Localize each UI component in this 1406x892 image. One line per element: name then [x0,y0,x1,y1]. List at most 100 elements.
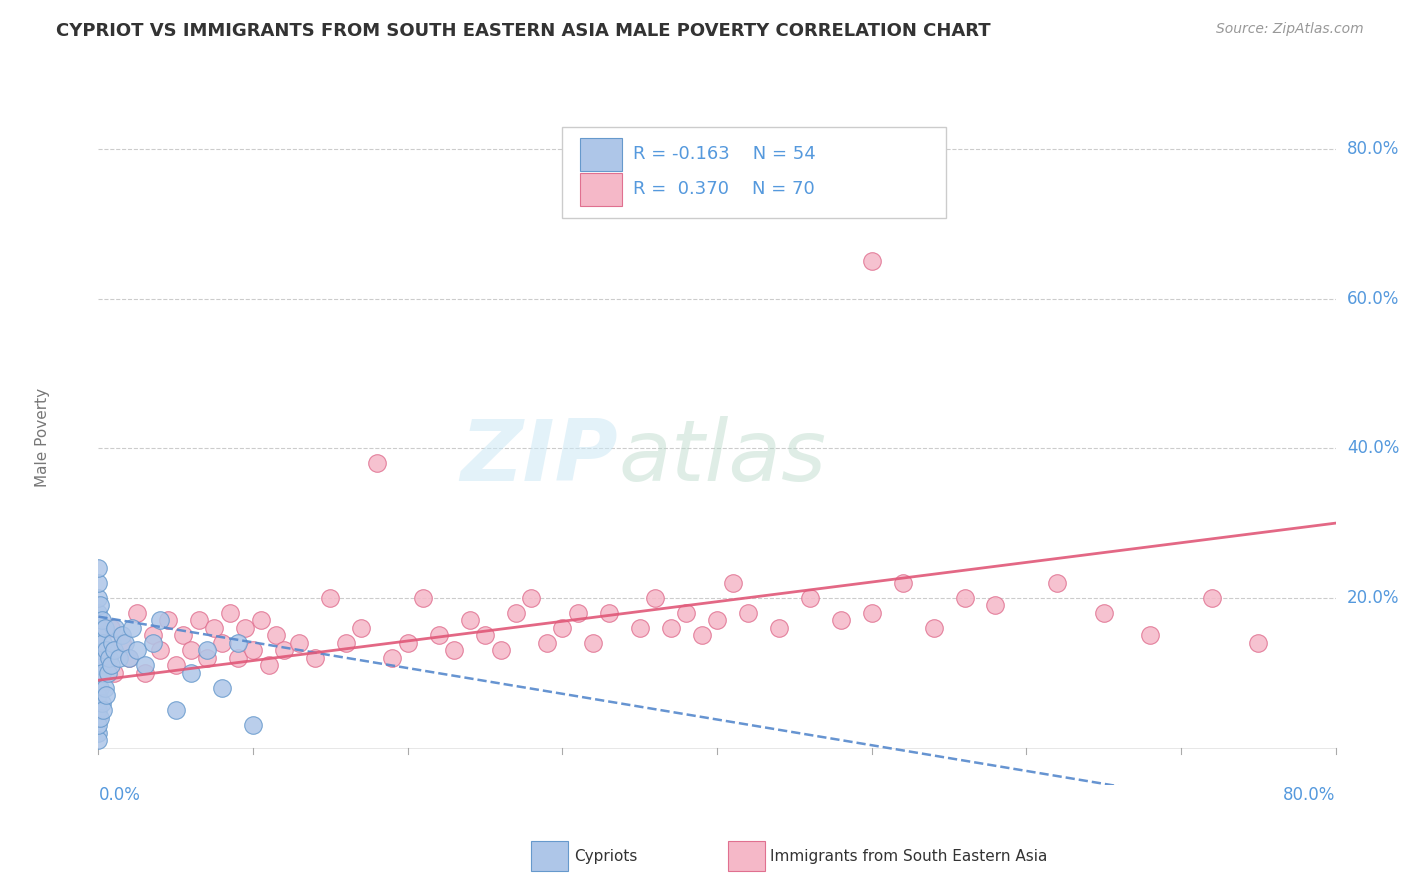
Point [226,650,249,665]
Point [219,606,242,620]
Point [953,591,976,605]
Point [87,733,110,747]
Point [319,591,342,605]
Point [551,621,574,635]
Point [87,650,110,665]
Point [134,658,156,673]
Point [598,606,620,620]
Point [98,650,121,665]
Text: Immigrants from South Eastern Asia: Immigrants from South Eastern Asia [770,849,1047,863]
Point [100,658,122,673]
Point [690,628,713,642]
Point [118,650,141,665]
Point [101,636,124,650]
Point [335,636,357,650]
Point [100,621,122,635]
Point [87,628,110,642]
Point [1201,591,1223,605]
Point [830,613,852,627]
Point [489,643,512,657]
Point [87,606,110,620]
Point [242,718,264,732]
Point [87,591,110,605]
Point [582,636,605,650]
Point [134,665,156,680]
Point [93,621,115,635]
Point [891,576,914,591]
Point [87,628,110,642]
Point [87,673,110,688]
Text: ZIP: ZIP [460,417,619,500]
Point [211,681,233,695]
Point [89,681,111,695]
Point [233,621,257,635]
Point [922,621,945,635]
FancyBboxPatch shape [579,173,621,206]
Point [567,606,589,620]
Point [737,606,759,620]
Point [226,636,249,650]
Point [90,696,112,710]
Point [111,636,132,650]
Point [114,636,136,650]
Point [91,703,114,717]
Text: R =  0.370    N = 70: R = 0.370 N = 70 [633,179,814,198]
Point [87,658,110,673]
Point [89,650,111,665]
Text: R = -0.163    N = 54: R = -0.163 N = 54 [633,145,815,163]
Point [721,576,744,591]
Point [257,658,280,673]
Point [87,725,110,739]
Point [103,665,125,680]
Point [396,636,419,650]
Text: CYPRIOT VS IMMIGRANTS FROM SOUTH EASTERN ASIA MALE POVERTY CORRELATION CHART: CYPRIOT VS IMMIGRANTS FROM SOUTH EASTERN… [56,22,991,40]
Point [1247,636,1270,650]
Point [350,621,373,635]
Point [628,621,651,635]
Point [87,688,110,702]
Text: Cypriots: Cypriots [574,849,637,863]
Point [87,650,110,665]
Point [427,628,450,642]
Text: atlas: atlas [619,417,827,500]
Text: 0.0%: 0.0% [98,787,141,805]
Point [180,643,202,657]
FancyBboxPatch shape [562,128,946,218]
Point [165,658,187,673]
Point [90,613,112,627]
Point [172,628,194,642]
Point [87,703,110,717]
Point [87,561,110,575]
Point [89,599,111,613]
Point [659,621,682,635]
Point [87,643,110,657]
Point [127,606,149,620]
Point [188,613,211,627]
Text: Source: ZipAtlas.com: Source: ZipAtlas.com [1216,22,1364,37]
Point [87,665,110,680]
Point [121,621,143,635]
Point [87,711,110,725]
Point [520,591,543,605]
Point [107,650,129,665]
Point [706,613,728,627]
Point [127,643,149,657]
Text: 80.0%: 80.0% [1347,140,1399,158]
Point [87,636,110,650]
Point [443,643,465,657]
Text: 20.0%: 20.0% [1347,589,1399,607]
Point [96,643,118,657]
Text: Male Poverty: Male Poverty [35,387,51,487]
Point [93,681,115,695]
Point [768,621,790,635]
Point [250,613,273,627]
Point [1139,628,1161,642]
Point [87,696,110,710]
Text: 40.0%: 40.0% [1347,439,1399,458]
Point [381,650,404,665]
Point [204,621,226,635]
Point [103,643,125,657]
Point [87,576,110,591]
Point [87,681,110,695]
Point [264,628,288,642]
